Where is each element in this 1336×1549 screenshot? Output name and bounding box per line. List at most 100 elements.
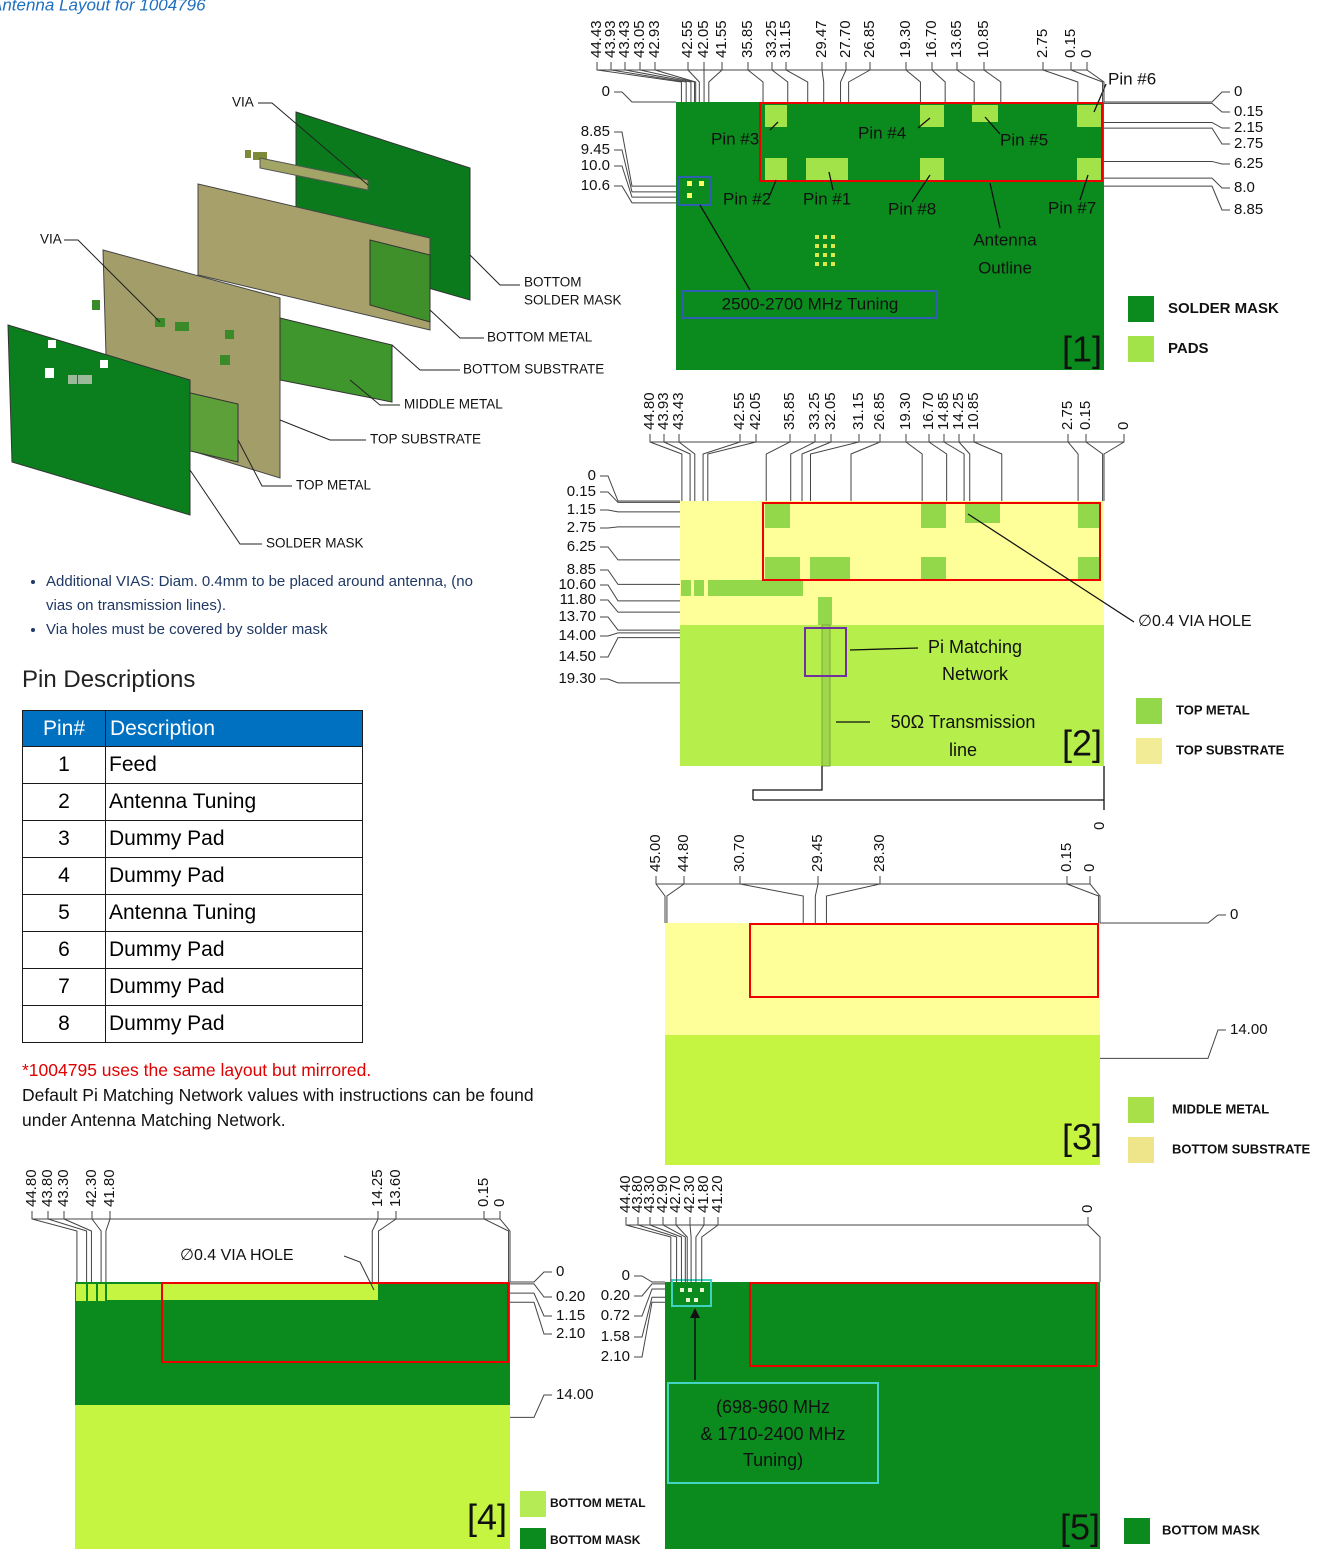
dimension-label: 43.43 — [670, 392, 687, 430]
footnote: *1004795 uses the same layout but mirror… — [22, 1058, 542, 1133]
dimension-label: 2.10 — [601, 1348, 630, 1365]
leader-line — [510, 1271, 552, 1283]
leader-line — [1104, 127, 1230, 145]
leader-line — [600, 491, 680, 503]
pin-table: Pin# Description 1 Feed 2 Antenna Tuning 3 Dumm… — [22, 710, 363, 1043]
leader-line — [790, 434, 816, 501]
dimension-label: 44.80 — [641, 392, 658, 430]
leader-line — [801, 434, 832, 501]
dimension-label: 29.47 — [813, 20, 830, 58]
callout-label: Pin #2 — [723, 189, 771, 208]
leader-line — [624, 62, 692, 102]
leader-line — [637, 1217, 678, 1282]
dimension-label: 14.00 — [558, 627, 596, 644]
leader-line — [510, 1292, 552, 1317]
leader-line — [973, 434, 1003, 501]
dimension-label: 14.50 — [558, 648, 596, 665]
legend-swatch — [1128, 296, 1154, 322]
dimension-label: 0 — [622, 1267, 630, 1284]
dimension-label: 43.80 — [629, 1175, 646, 1213]
dimension-label: 16.70 — [923, 20, 940, 58]
leader-line — [600, 569, 680, 585]
leader-line — [1086, 62, 1105, 102]
notes: Additional VIAS: Diam. 0.4mm to be place… — [22, 570, 496, 642]
leader-line — [600, 584, 680, 602]
exploded-view — [7, 102, 520, 545]
leader-line — [378, 1211, 397, 1282]
dimension-label: 42.55 — [679, 20, 696, 58]
dimension-label: 0 — [1115, 422, 1132, 430]
leader-line — [905, 434, 923, 501]
layer-label: TOP METAL — [296, 478, 372, 493]
leader-line — [840, 62, 847, 102]
leader-line — [1100, 1029, 1226, 1059]
leader-line — [634, 1275, 665, 1283]
leader-line — [678, 434, 696, 501]
dimension-label: 13.60 — [387, 1169, 404, 1207]
leader-line — [600, 475, 680, 502]
leader-line — [687, 62, 700, 102]
dimension-label: 10.85 — [975, 20, 992, 58]
panel-5 — [665, 1279, 1100, 1549]
callout-label: Antenna — [973, 230, 1037, 249]
dimension-label: 42.05 — [695, 20, 712, 58]
legend-label: SOLDER MASK — [1168, 300, 1279, 317]
leader-line — [821, 62, 825, 102]
leader-line — [649, 434, 683, 501]
dimension-label: 2.75 — [1234, 135, 1263, 152]
dimension-label: 0.15 — [1058, 843, 1075, 872]
dimension-label: 31.15 — [850, 392, 867, 430]
dimension-label: 0.20 — [556, 1288, 585, 1305]
panel-number: [1] — [1062, 329, 1102, 370]
table-cell: 5 — [22, 894, 106, 932]
layer-label: BOTTOM METAL — [487, 330, 593, 345]
legend-swatch — [520, 1491, 546, 1517]
callout-label: Pin #4 — [858, 123, 906, 142]
leader-line — [662, 1217, 686, 1282]
leader-line — [1089, 876, 1101, 923]
dimension-label: 2.75 — [1034, 29, 1051, 58]
dimension-label: 14.85 — [935, 392, 952, 430]
panel-number: [2] — [1062, 723, 1102, 764]
leader-line — [1103, 434, 1125, 501]
dimension-label: 0.15 — [1062, 29, 1079, 58]
table-cell: Dummy Pad — [105, 857, 363, 895]
leader-line — [739, 876, 804, 923]
panel-1 — [676, 83, 1107, 370]
leader-line — [1104, 185, 1230, 211]
leader-line — [809, 434, 860, 501]
dimension-label: 42.93 — [646, 20, 663, 58]
leader-line — [600, 509, 680, 513]
leader-line — [600, 616, 680, 631]
dimension-label: 11.80 — [560, 591, 596, 608]
legend-swatch — [1128, 336, 1154, 362]
leader-line — [983, 62, 1002, 102]
leader-line — [483, 1211, 510, 1282]
dimension-label: 43.30 — [641, 1175, 658, 1213]
dimension-label: 41.20 — [709, 1175, 726, 1213]
dimension-label: 9.45 — [581, 141, 610, 158]
dimension-label: 0 — [491, 1199, 508, 1207]
leader-line — [848, 62, 871, 102]
layer-label: SOLDER MASK — [266, 536, 364, 551]
leader-line — [596, 62, 682, 102]
leader-line — [956, 62, 975, 102]
leader-line — [654, 62, 697, 102]
leader-line — [1104, 177, 1230, 189]
dimension-label: 0.20 — [601, 1287, 630, 1304]
dimension-label: 26.85 — [871, 392, 888, 430]
table-row: 4 Dummy Pad — [22, 857, 363, 895]
leader-line — [1070, 62, 1104, 102]
table-row: 5 Antenna Tuning — [22, 894, 363, 932]
dimension-label: 44.43 — [588, 20, 605, 58]
table-row: 1 Feed — [22, 746, 363, 784]
legend-swatch — [1128, 1137, 1154, 1163]
table-cell: Dummy Pad — [105, 968, 363, 1006]
panel-3 — [665, 923, 1100, 1165]
panel-annotations: 45.00 44.80 30.70 29.45 28.30 0.15 0 0 14.00 [3] M… — [647, 834, 1311, 1163]
leader-line — [510, 1283, 552, 1298]
leader-line — [649, 1217, 682, 1282]
dimension-label: 30.70 — [731, 834, 748, 872]
layer-label: TOP SUBSTRATE — [370, 432, 481, 447]
note: Additional VIAS: Diam. 0.4mm to be place… — [46, 570, 496, 618]
